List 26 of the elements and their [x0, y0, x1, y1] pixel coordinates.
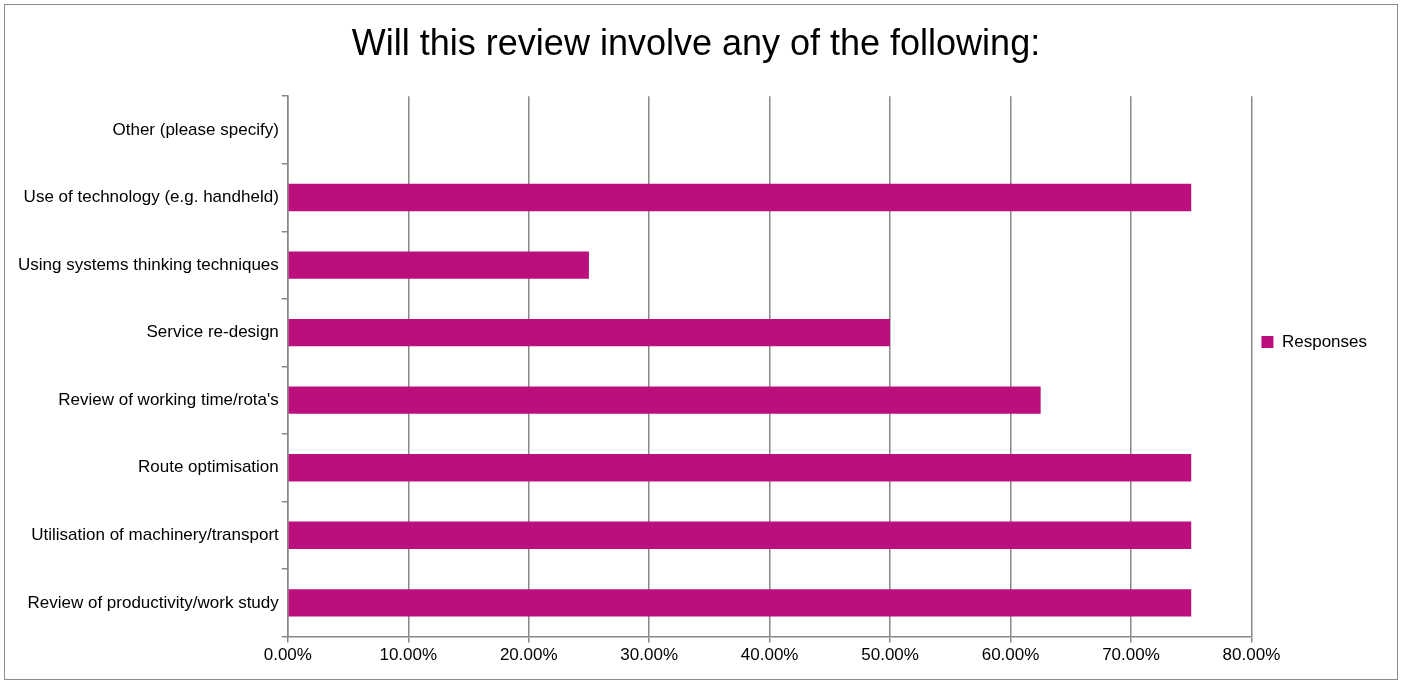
y-tick-label: Other (please specify) [112, 119, 279, 139]
bar [288, 521, 1192, 549]
x-tick-label: 10.00% [379, 645, 438, 665]
y-tick-label: Utilisation of machinery/transport [31, 524, 280, 544]
chart-title: Will this review involve any of the following: [351, 21, 1041, 63]
bar [288, 251, 589, 279]
y-tick-label: Service re-design [146, 322, 279, 342]
x-tick-label: 80.00% [1222, 645, 1281, 665]
y-tick-label: Review of working time/rota's [58, 389, 279, 409]
x-tick-label: 40.00% [740, 645, 799, 665]
bar [288, 454, 1192, 482]
x-tick-label: 70.00% [1102, 645, 1160, 665]
x-tick-label: 30.00% [620, 645, 678, 665]
bar [288, 386, 1041, 414]
bar [288, 318, 891, 347]
bar [288, 589, 1192, 617]
legend-label: Responses [1281, 331, 1368, 351]
x-tick-label: 60.00% [981, 645, 1040, 665]
x-tick-label: 20.00% [499, 645, 558, 665]
x-tick-label: 0.00% [263, 645, 312, 665]
x-tick-label: 50.00% [861, 645, 919, 665]
y-tick-label: Review of productivity/work study [27, 592, 280, 612]
y-tick-label: Use of technology (e.g. handheld) [23, 187, 279, 207]
bar [288, 183, 1192, 212]
y-tick-label: Using systems thinking techniques [18, 254, 279, 274]
y-tick-label: Route optimisation [137, 457, 279, 477]
